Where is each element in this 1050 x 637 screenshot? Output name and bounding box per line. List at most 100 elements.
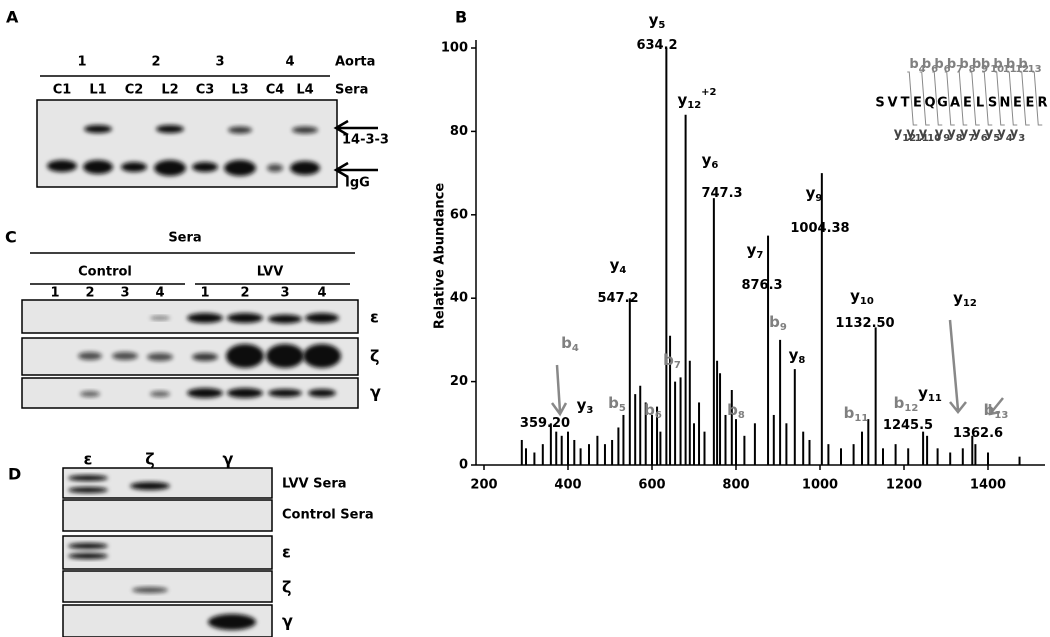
ion-label: y6	[702, 151, 719, 172]
bands	[68, 475, 256, 630]
row-label: ζ	[282, 578, 291, 597]
ion-sub: 5	[619, 403, 626, 414]
ion-letter: b	[769, 313, 780, 331]
ion-label: y12+2	[677, 87, 716, 111]
panel-letter: C	[5, 228, 17, 247]
ion-label: y3	[1010, 126, 1025, 145]
ion-sub: 7	[756, 250, 763, 261]
group-title: Aorta	[335, 55, 375, 70]
ion-label: 1004.38	[790, 221, 849, 236]
ion-sub: 6	[711, 160, 718, 171]
group-label: 2	[151, 55, 160, 70]
ion-sub: 12	[904, 403, 918, 414]
ion-label: b9	[769, 313, 787, 334]
residue: E	[1013, 96, 1022, 111]
ion-sub: 10	[860, 296, 874, 307]
ion-label: b6	[644, 401, 662, 422]
x-tick-label: 600	[638, 478, 665, 493]
ion-sub: 10	[990, 64, 1004, 75]
ion-letter: b	[959, 57, 968, 72]
group-label: 1	[77, 55, 86, 70]
lane-label: L4	[296, 83, 313, 98]
mass-label: 1004.38	[790, 221, 849, 236]
ion-letter: b	[934, 57, 943, 72]
lane-label: L2	[161, 83, 178, 98]
fragment-bracket	[1019, 71, 1030, 126]
row-label: γ	[370, 383, 381, 402]
ion-label: y11	[906, 126, 928, 145]
ion-letter: y	[985, 126, 994, 141]
ion-sub: 8	[798, 355, 805, 366]
bands	[78, 313, 341, 398]
ion-sub: 7	[968, 133, 975, 144]
band-label: 14-3-3	[342, 133, 389, 148]
band-label: IgG	[345, 176, 370, 191]
title: Sera	[168, 231, 201, 246]
ion-letter: b	[909, 57, 918, 72]
lane-label: C4	[266, 83, 285, 98]
lane-label: C2	[125, 83, 144, 98]
lane-label: 3	[120, 286, 129, 301]
mass-label: 747.3	[701, 186, 742, 201]
row-label: LVV Sera	[282, 477, 347, 492]
mass-label: 1132.50	[835, 316, 894, 331]
ion-label: b4	[909, 57, 925, 76]
ion-sub: 3	[586, 405, 593, 416]
ion-label: 747.3	[701, 186, 742, 201]
row-label: γ	[282, 612, 293, 631]
ion-label: y5	[649, 11, 666, 32]
ion-letter: y	[850, 287, 860, 305]
blot	[62, 570, 273, 603]
residue: T	[901, 96, 910, 111]
ion-letter: b	[608, 394, 619, 412]
lane-label: 2	[85, 286, 94, 301]
mass-label: 876.3	[741, 278, 782, 293]
lane-label: 4	[317, 286, 326, 301]
ion-sub: 12	[687, 100, 701, 111]
fragment-bracket	[944, 71, 955, 126]
row-label: Control Sera	[282, 508, 374, 523]
column-label: γ	[223, 450, 234, 469]
ion-sub: 9	[780, 322, 787, 333]
ion-label: b4	[561, 334, 579, 355]
row-label: ε	[370, 308, 379, 327]
fragment-bracket	[932, 71, 943, 126]
row-label: ε	[282, 543, 291, 562]
ion-sub: 4	[572, 343, 579, 354]
residue: R	[1037, 96, 1047, 111]
y-tick-label: 40	[450, 291, 468, 306]
ion-letter: y	[935, 126, 944, 141]
ion-letter: b	[727, 401, 738, 419]
residue: E	[913, 96, 922, 111]
column-label: ε	[84, 450, 93, 469]
panel-b: B Relative Abundance 0 20 40 60 80 100 200 400 6…	[433, 8, 1048, 493]
ion-label: 1245.5	[883, 418, 933, 433]
residue: V	[887, 96, 897, 111]
ion-letter: b	[663, 351, 674, 369]
ion-letter: b	[984, 401, 995, 419]
blot	[62, 535, 273, 570]
ion-letter: y	[677, 91, 687, 109]
mass-label: 1362.6	[953, 426, 1003, 441]
ion-letter: y	[894, 126, 903, 141]
fragment-bracket	[1032, 71, 1043, 126]
ion-sub: 7	[956, 64, 963, 75]
panel-a: A 1 2 3 4 Aorta C1 L1 C2 L2 C3 L3 C4 L4 Sera 14-3-3 IgG	[6, 8, 389, 191]
fragment-bracket	[1007, 71, 1018, 126]
ion-letter: y	[649, 11, 659, 29]
ion-label: 634.2	[636, 38, 677, 53]
mass-label: 547.2	[597, 291, 638, 306]
ion-letter: y	[806, 184, 816, 202]
ion-letter: y	[972, 126, 981, 141]
ion-sub: 9	[943, 133, 950, 144]
row-label: ζ	[370, 347, 379, 366]
lane-label: C1	[53, 83, 72, 98]
y-tick-label: 20	[450, 374, 468, 389]
ion-letter: y	[789, 346, 799, 364]
fragment-bracket	[919, 71, 930, 126]
y-tick-label: 60	[450, 207, 468, 222]
y-tick-label: 0	[459, 458, 468, 473]
y-tick-label: 80	[450, 124, 468, 139]
ion-sub: 6	[931, 64, 938, 75]
